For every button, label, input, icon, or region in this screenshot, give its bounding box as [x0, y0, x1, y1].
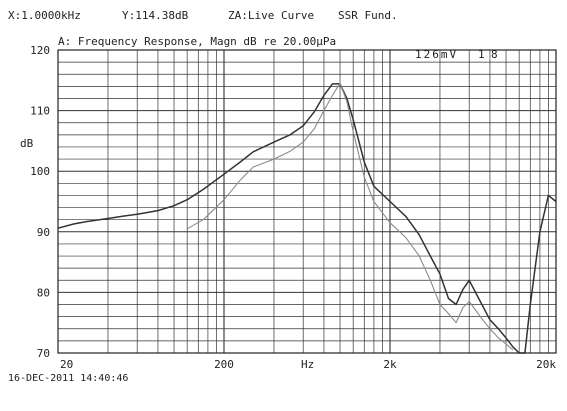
y-readout: Y:114.38dB — [122, 9, 189, 22]
chart-title: A: Frequency Response, Magn dB re 20.00µ… — [58, 35, 336, 48]
y-tick-label: 70 — [37, 347, 50, 360]
x-tick-label: 20 — [60, 358, 73, 371]
annotation-one: 1 — [478, 48, 485, 61]
y-tick-label: 120 — [30, 44, 50, 57]
mode-readout: SSR Fund. — [338, 9, 398, 22]
chart-series — [57, 82, 557, 354]
annotation-eight: 8 — [491, 48, 498, 61]
x-axis-label: Hz — [301, 358, 314, 371]
x-tick-label: 2k — [383, 358, 397, 371]
x-readout: X:1.0000kHz — [8, 9, 81, 22]
y-axis-label: dB — [20, 137, 34, 150]
y-tick-label: 110 — [30, 105, 50, 118]
annotation-level: 126mV — [415, 48, 458, 61]
y-tick-labels: 70 80 90 100 110 120 — [30, 44, 50, 360]
x-tick-label: 200 — [214, 358, 234, 371]
za-readout: ZA:Live Curve — [228, 9, 315, 22]
chart-grid — [58, 50, 556, 353]
x-tick-label: 20k — [536, 358, 556, 371]
series-line-2 — [186, 82, 514, 351]
y-tick-label: 80 — [37, 286, 50, 299]
series-line-1 — [57, 83, 557, 354]
timestamp: 16-DEC-2011 14:40:46 — [8, 373, 129, 384]
y-tick-label: 90 — [37, 226, 50, 239]
plot-frame — [57, 49, 557, 354]
y-tick-label: 100 — [30, 165, 50, 178]
x-tick-labels: 20 200 2k 20k — [60, 358, 556, 371]
